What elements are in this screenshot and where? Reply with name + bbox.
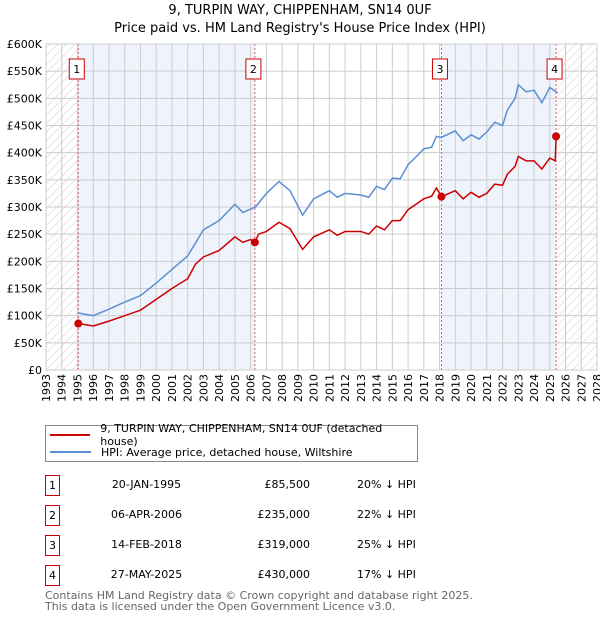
- x-tick-label: 2019: [449, 374, 462, 402]
- x-tick-label: 2016: [402, 374, 415, 402]
- x-tick-label: 2008: [276, 374, 289, 402]
- chart-subtitle: Price paid vs. HM Land Registry's House …: [114, 21, 486, 36]
- x-tick-label: 2020: [465, 374, 478, 402]
- x-tick-label: 2026: [560, 374, 573, 402]
- y-tick-label: £100K: [7, 310, 43, 323]
- hpi-diff: 17% ↓ HPI: [357, 568, 416, 581]
- x-tick-label: 2010: [308, 374, 321, 402]
- x-tick-label: 2002: [182, 374, 195, 402]
- y-tick-label: £250K: [7, 228, 43, 241]
- y-tick-label: £500K: [7, 92, 43, 105]
- x-tick-label: 2005: [229, 374, 242, 402]
- sale-date: 14-FEB-2018: [111, 538, 182, 551]
- sale-marker-label: 4: [551, 63, 558, 76]
- legend: 9, TURPIN WAY, CHIPPENHAM, SN14 0UF (det…: [45, 422, 418, 462]
- y-tick-label: £350K: [7, 174, 43, 187]
- x-tick-label: 2011: [323, 374, 336, 402]
- x-tick-label: 2027: [575, 374, 588, 402]
- chart-title: 9, TURPIN WAY, CHIPPENHAM, SN14 0UF: [168, 3, 432, 18]
- legend-swatch-red: [50, 434, 91, 436]
- x-tick-label: 2007: [260, 374, 273, 402]
- sale-date: 20-JAN-1995: [111, 478, 182, 491]
- sale-price: £235,000: [257, 508, 311, 521]
- x-tick-label: 1999: [134, 374, 147, 402]
- sale-marker-box: [431, 58, 448, 80]
- sale-marker-label: 2: [250, 63, 257, 76]
- x-tick-label: 2018: [434, 374, 447, 402]
- x-tick-label: 2004: [213, 374, 226, 402]
- legend-label: 9, TURPIN WAY, CHIPPENHAM, SN14 0UF (det…: [100, 422, 383, 448]
- x-tick-label: 2025: [544, 374, 557, 402]
- price-chart: 1993 1994 1995 1996 1997 1998 1999 2000 2001 2002…: [7, 38, 600, 402]
- y-tick-label: £600K: [7, 38, 43, 51]
- x-tick-label: 2023: [512, 374, 525, 402]
- hpi-diff: 25% ↓ HPI: [357, 538, 416, 551]
- sale-price: £85,500: [264, 478, 311, 491]
- sale-point: [250, 238, 259, 247]
- sale-price: £319,000: [257, 538, 311, 551]
- sale-marker-box: [546, 58, 563, 80]
- sale-marker-label: 1: [73, 63, 80, 76]
- x-tick-label: 2001: [166, 374, 179, 402]
- legend-item-property: 9, TURPIN WAY, CHIPPENHAM, SN14 0UF (det…: [46, 422, 417, 448]
- sale-date: 06-APR-2006: [110, 508, 183, 521]
- footer-licence: This data is licensed under the Open Gov…: [45, 600, 396, 613]
- legend-swatch-blue: [50, 451, 91, 453]
- x-tick-label: 2014: [371, 374, 384, 402]
- x-tick-label: 1993: [40, 374, 53, 402]
- marker-badge: 2: [45, 505, 60, 526]
- sale-point: [74, 319, 83, 328]
- x-tick-label: 2017: [418, 374, 431, 402]
- x-tick-label: 2028: [591, 374, 600, 402]
- x-tick-label: 2012: [339, 374, 352, 402]
- x-tick-label: 2013: [355, 374, 368, 402]
- footer-copyright: Contains HM Land Registry data © Crown c…: [45, 589, 473, 602]
- x-tick-label: 2000: [150, 374, 163, 402]
- x-tick-label: 1998: [119, 374, 132, 402]
- sale-marker-box: [245, 58, 262, 80]
- x-tick-label: 1995: [71, 374, 84, 402]
- sale-date: 27-MAY-2025: [110, 568, 183, 581]
- x-tick-label: 2009: [292, 374, 305, 402]
- x-tick-label: 2003: [197, 374, 210, 402]
- series-line: [78, 83, 559, 317]
- x-tick-label: 1994: [56, 374, 69, 402]
- sale-point: [552, 132, 561, 141]
- plot-border: [45, 43, 598, 371]
- marker-badge: 3: [45, 535, 60, 556]
- y-tick-label: £550K: [7, 65, 43, 78]
- marker-badge: 4: [45, 565, 60, 586]
- x-tick-label: 1996: [87, 374, 100, 402]
- hpi-diff: 20% ↓ HPI: [357, 478, 416, 491]
- y-tick-label: £50K: [14, 337, 43, 350]
- sale-marker-label: 3: [436, 63, 443, 76]
- sale-price: £430,000: [257, 568, 311, 581]
- y-tick-label: £300K: [7, 201, 43, 214]
- legend-item-hpi: HPI: Average price, detached house, Wilt…: [46, 444, 353, 460]
- y-tick-label: £150K: [7, 283, 43, 296]
- sale-point: [437, 192, 446, 201]
- x-tick-label: 2006: [245, 374, 258, 402]
- y-tick-label: £0: [28, 364, 42, 377]
- x-tick-label: 2022: [497, 374, 510, 402]
- y-tick-label: £450K: [7, 120, 43, 133]
- y-tick-label: £400K: [7, 147, 43, 160]
- sale-marker-box: [68, 58, 85, 80]
- legend-label: HPI: Average price, detached house, Wilt…: [101, 445, 353, 459]
- x-tick-label: 1997: [103, 374, 116, 402]
- hpi-diff: 22% ↓ HPI: [357, 508, 416, 521]
- y-tick-label: £200K: [7, 255, 43, 268]
- x-tick-label: 2021: [481, 374, 494, 402]
- x-tick-label: 2015: [386, 374, 399, 402]
- x-tick-label: 2024: [528, 374, 541, 402]
- series-line: [78, 135, 558, 327]
- marker-badge: 1: [45, 475, 60, 496]
